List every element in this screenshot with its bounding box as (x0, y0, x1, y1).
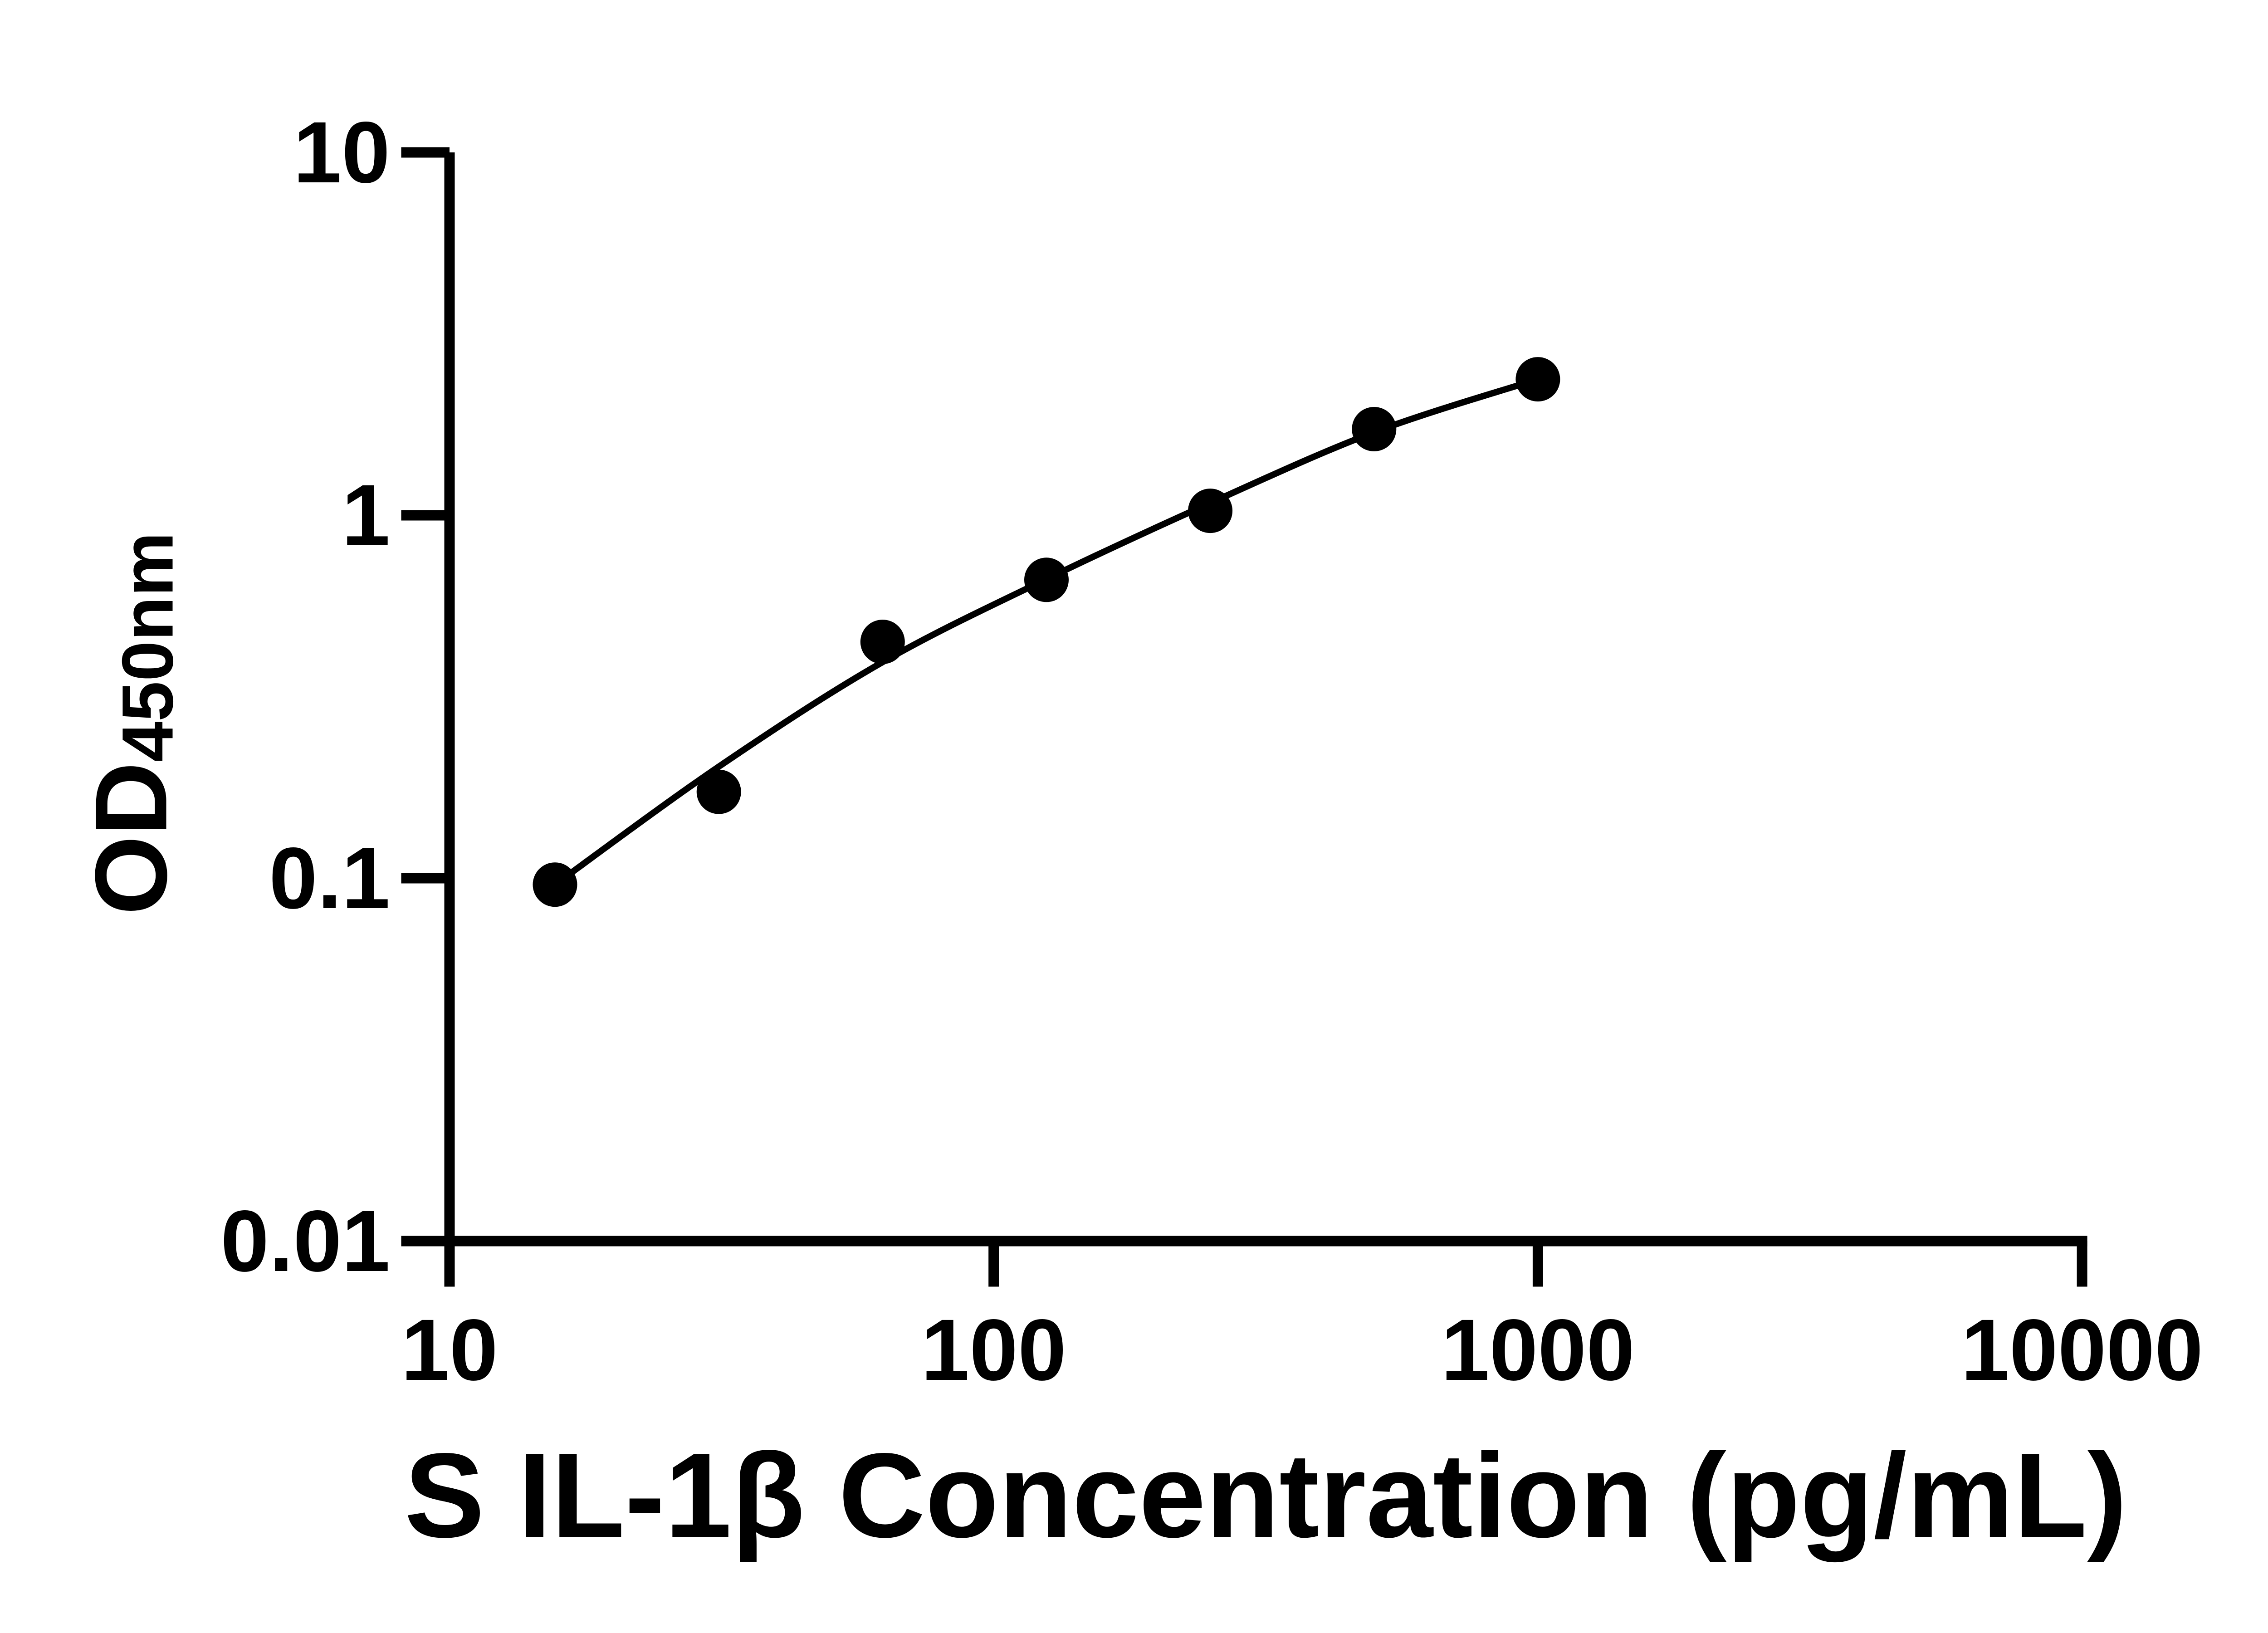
data-point-marker (860, 620, 905, 664)
x-tick-label-1000: 1000 (1441, 1301, 1635, 1398)
fit-curve (552, 376, 1541, 888)
y-axis-title-subscript: 450nm (107, 532, 188, 762)
x-axis-title: S IL-1β Concentration (pg/mL) (404, 1428, 2127, 1563)
y-tick-label-0.1: 0.1 (269, 829, 390, 927)
y-axis-title: OD450nm (74, 532, 192, 915)
x-tick-label-10000: 10000 (1961, 1301, 2204, 1398)
data-point-marker (1352, 407, 1397, 451)
data-point-marker (533, 862, 577, 907)
data-point-marker (1024, 557, 1069, 602)
y-axis-title-main: OD (73, 762, 188, 915)
x-tick-label-100: 100 (921, 1301, 1066, 1398)
y-tick-label-10: 10 (293, 103, 390, 201)
y-tick-label-1: 1 (342, 466, 390, 564)
data-point-marker (1515, 357, 1560, 402)
x-tick-label-10: 10 (401, 1301, 498, 1398)
y-tick-label-0.01: 0.01 (220, 1192, 390, 1290)
data-point-marker (696, 769, 741, 814)
data-point-marker (1188, 489, 1233, 533)
